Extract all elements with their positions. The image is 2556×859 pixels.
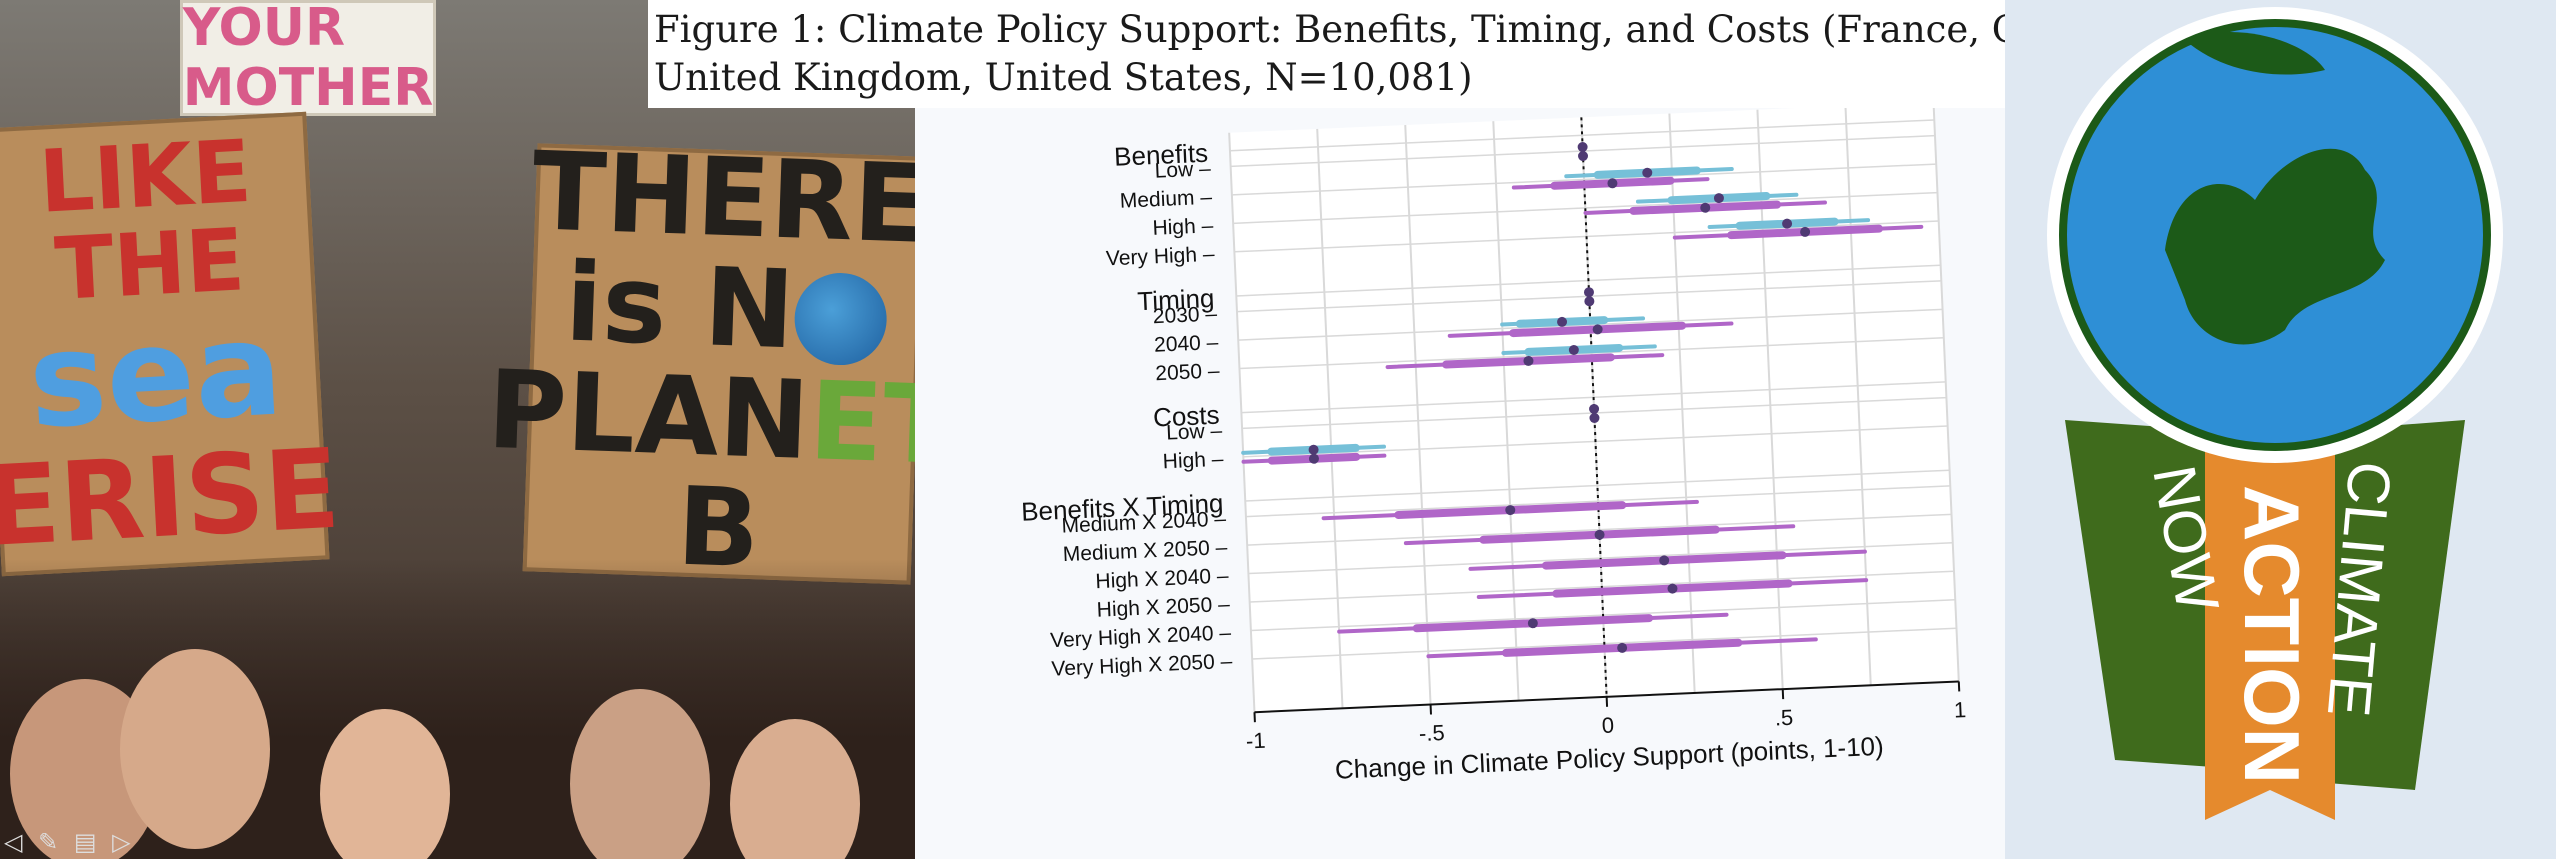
crowd-face (730, 719, 860, 859)
purple-series-point-estimate (1584, 296, 1595, 307)
row-label: 2030 – (1152, 302, 1217, 328)
row-label: Very High X 2040 – (1050, 621, 1232, 652)
blue-series-point-estimate (1713, 193, 1724, 204)
purple-series-point-estimate (1308, 453, 1319, 464)
x-tick-label: .5 (1774, 705, 1793, 731)
blue-series-point-estimate (1782, 218, 1793, 229)
crowd (0, 559, 960, 859)
blue-series-point-estimate (1557, 316, 1568, 327)
purple-series-point-estimate (1667, 583, 1678, 594)
blue-series-point-estimate (1308, 444, 1319, 455)
group-heading: Costs (1152, 400, 1220, 433)
row-label: High – (1162, 448, 1224, 474)
horizontal-gridline (1238, 308, 1943, 341)
vertical-gridline (1844, 108, 1872, 686)
purple-series-point-estimate (1505, 505, 1516, 516)
horizontal-gridline (1245, 485, 1951, 518)
row-label: Medium – (1119, 186, 1212, 213)
sign-sea-line3: ERISE (0, 424, 343, 571)
crowd-face (120, 649, 270, 849)
blue-series-point-estimate (1589, 403, 1600, 414)
vertical-gridline (1932, 108, 1960, 682)
sign-sea-rise: LIKE THE sea ERISE (0, 111, 343, 577)
sign-sea-line2: sea (25, 292, 287, 458)
horizontal-gridline (1229, 119, 1935, 152)
purple-series-point-estimate (1589, 412, 1600, 423)
purple-series-point-estimate (1607, 178, 1618, 189)
vertical-gridline (1404, 125, 1432, 705)
purple-series-point-estimate (1700, 202, 1711, 213)
badge-action-text: ACTION (2228, 485, 2316, 784)
badge-ribbons (2065, 420, 2465, 820)
group-heading: Benefits (1114, 138, 1209, 172)
purple-series-point-estimate (1527, 618, 1538, 629)
purple-series-point-estimate (1594, 529, 1605, 540)
ribbon-center (2205, 440, 2335, 820)
row-label: High X 2040 – (1095, 564, 1229, 593)
blue-series-point-estimate (1583, 287, 1594, 298)
purple-series-point-estimate (1617, 642, 1628, 653)
row-label: 2050 – (1155, 359, 1220, 385)
sign-sea-line1: LIKE THE (36, 121, 254, 320)
purple-series-point-estimate (1578, 151, 1589, 162)
row-label: High – (1152, 214, 1214, 240)
group-heading: Timing (1137, 283, 1215, 316)
vertical-gridline (1316, 128, 1344, 709)
x-tick-label: 0 (1601, 713, 1614, 739)
row-label: 2040 – (1154, 331, 1219, 357)
horizontal-gridline (1239, 337, 1944, 370)
x-tick-label: -.5 (1418, 720, 1445, 746)
x-tick-label: 1 (1953, 697, 1966, 723)
crowd-face (320, 709, 450, 859)
climate-action-badge: NOW ACTION CLIMATE (2005, 0, 2556, 859)
globe-land-north (2185, 31, 2325, 75)
figure-caption: Figure 1: Climate Policy Support: Benefi… (648, 0, 2238, 108)
vertical-gridline (1492, 121, 1520, 701)
protest-photo: YOUR MOTHER LIKE THE sea ERISE THERE is … (0, 0, 960, 859)
row-label: Low – (1166, 419, 1223, 444)
sign-your-mother: YOUR MOTHER (180, 0, 436, 118)
horizontal-gridline (1245, 469, 1950, 502)
horizontal-gridline (1247, 513, 1952, 546)
row-label: Very High X 2050 – (1051, 650, 1233, 681)
purple-series-point-estimate (1659, 555, 1670, 566)
row-label: Very High – (1105, 243, 1215, 271)
sign-no-planet-b: THERE is N PLANET B (485, 129, 958, 593)
vertical-gridline (1228, 132, 1256, 713)
globe-land (2165, 148, 2385, 345)
x-tick-label: -1 (1245, 728, 1266, 754)
earth-icon (792, 271, 888, 367)
slide-nav-icons[interactable]: ◁ ✎ ▤ ▷ (4, 828, 135, 856)
purple-series-point-estimate (1592, 324, 1603, 335)
row-label: Low – (1154, 157, 1211, 182)
horizontal-gridline (1233, 191, 1938, 225)
sign-planb-plan: PLAN (485, 347, 812, 484)
chart-panel: Benefits Low – Medium – High – Very High – Ti… (915, 108, 2035, 859)
purple-series-point-estimate (1800, 226, 1811, 237)
crowd-face (570, 689, 710, 859)
horizontal-gridline (1231, 163, 1937, 196)
x-axis-title: Change in Climate Policy Support (points… (1334, 731, 1884, 785)
blue-series-point-estimate (1642, 167, 1653, 178)
purple-series-point-estimate (1523, 355, 1534, 366)
row-label: Medium X 2050 – (1062, 536, 1228, 566)
blue-series-point-estimate (1568, 344, 1579, 355)
sign-planb-line3: PLANET B (482, 348, 958, 593)
row-label: High X 2050 – (1096, 593, 1230, 622)
blue-series-point-estimate (1577, 142, 1588, 153)
